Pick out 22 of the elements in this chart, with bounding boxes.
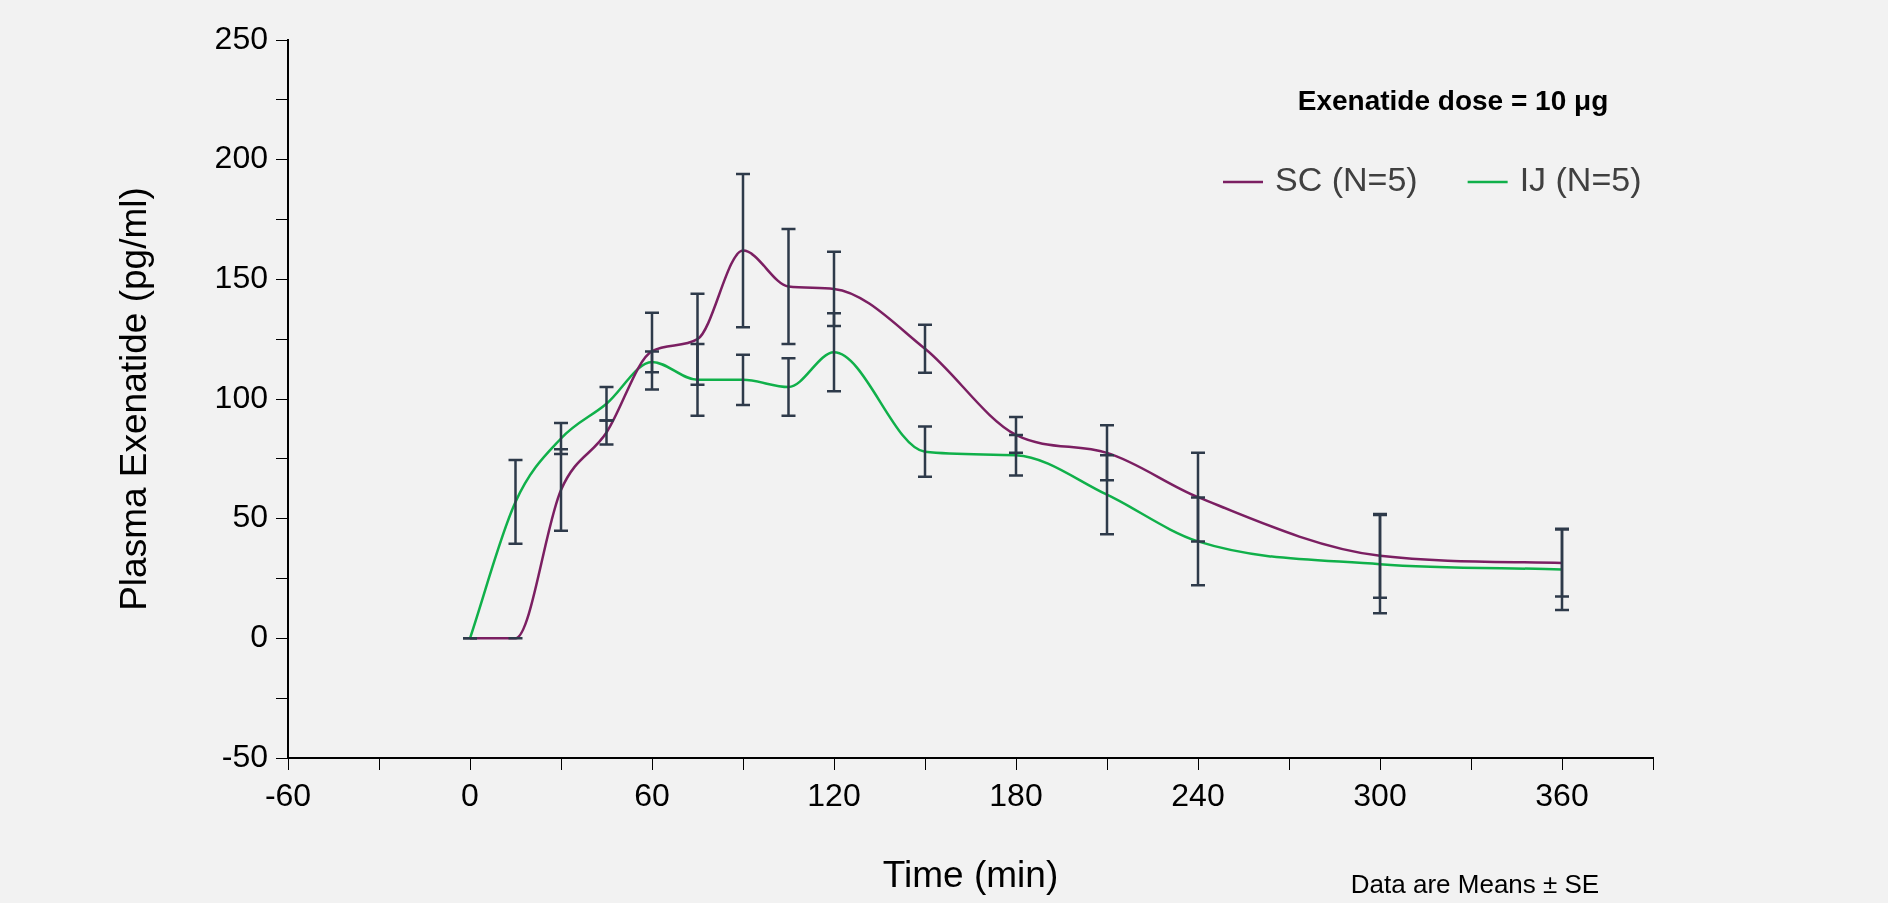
legend-title: Exenatide dose = 10 μg	[1297, 84, 1609, 116]
x-tick-label: 0	[461, 777, 479, 814]
x-tick-label: 240	[1171, 777, 1225, 814]
y-tick-label: 0	[250, 618, 268, 655]
text: Data are Means ± SE	[1350, 869, 1600, 900]
x-tick-label: -60	[264, 777, 312, 814]
y-tick-label: 200	[214, 139, 268, 176]
y-tick-label: 150	[214, 259, 268, 296]
x-tick-label: 120	[807, 777, 861, 814]
y-tick-label: 100	[214, 378, 268, 415]
legend-label: IJ (N=5)	[1519, 160, 1642, 199]
y-tick-label: 250	[214, 19, 268, 56]
legend-label: SC (N=5)	[1275, 160, 1418, 199]
x-tick-label: 180	[989, 777, 1043, 814]
y-tick-label: 50	[232, 498, 268, 535]
x-tick-label: 360	[1535, 777, 1589, 814]
y-axis-title: Plasma Exenatide (pg/ml)	[113, 187, 155, 611]
x-axis-title: Time (min)	[882, 854, 1059, 895]
line-series	[468, 351, 1564, 640]
y-tick-label: -50	[221, 737, 268, 774]
x-tick-label: 300	[1353, 777, 1407, 814]
x-tick-label: 60	[634, 777, 670, 814]
